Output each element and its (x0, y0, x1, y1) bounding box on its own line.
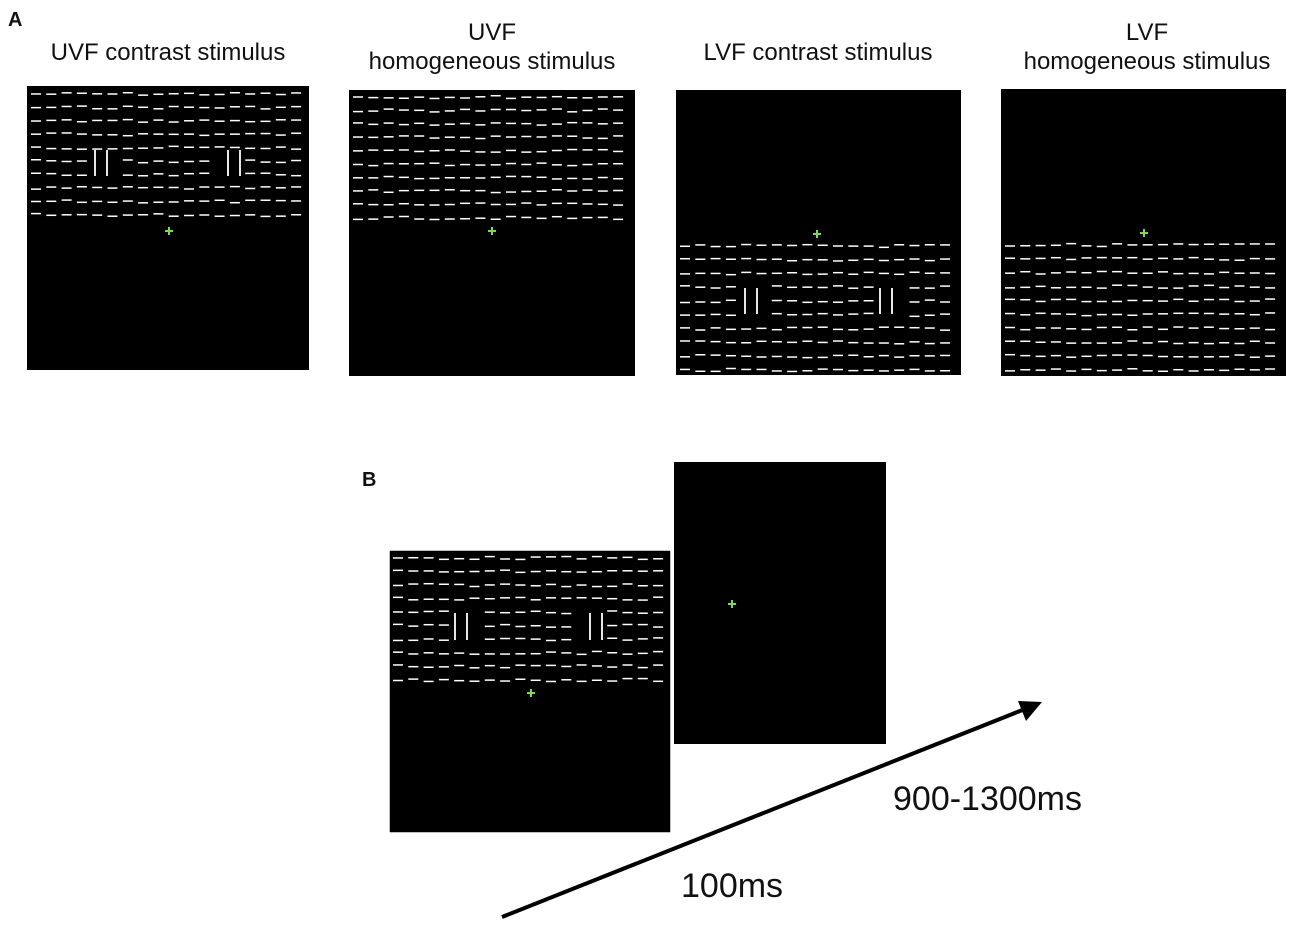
stimulus-title: LVF contrast stimulus (704, 39, 933, 66)
fixation-cross (527, 689, 535, 697)
stimulus-title: homogeneous stimulus (369, 48, 616, 75)
stimulus-title: UVF (468, 19, 516, 46)
arrow-head (1018, 701, 1042, 721)
fixation-cross (728, 600, 736, 608)
time-arrow (501, 707, 1026, 919)
fixation-cross (813, 230, 821, 238)
panel-label: B (362, 469, 376, 491)
duration-label: 900-1300ms (893, 780, 1082, 818)
fixation-cross (488, 227, 496, 235)
duration-label: 100ms (681, 867, 783, 905)
stimulus-screen (676, 90, 961, 375)
stimulus-screen (674, 462, 886, 744)
fixation-cross (165, 227, 173, 235)
stimulus-title: homogeneous stimulus (1024, 48, 1271, 75)
panel-label: A (8, 9, 22, 31)
stimulus-title: LVF (1126, 19, 1168, 46)
fixation-cross (1140, 229, 1148, 237)
stimulus-title: UVF contrast stimulus (51, 39, 286, 66)
